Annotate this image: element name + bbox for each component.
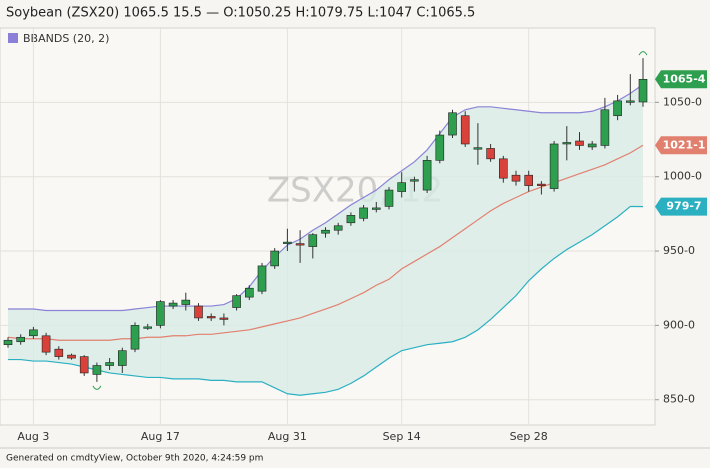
candle-body	[270, 250, 280, 267]
candle-body	[321, 229, 330, 234]
low-marker	[92, 385, 102, 390]
candle-body	[41, 335, 51, 353]
candle-body	[257, 265, 267, 292]
price-tag-label: 979-7	[666, 200, 701, 213]
candle-body	[181, 299, 191, 305]
band-line	[8, 205, 644, 396]
candle-body	[3, 339, 13, 346]
candle-body	[194, 305, 203, 319]
x-tick-label: Aug 31	[268, 430, 307, 443]
candle-body	[384, 189, 394, 207]
candle-body	[130, 325, 140, 350]
candle-body	[54, 348, 64, 357]
candle-body	[473, 147, 483, 150]
band-line	[8, 84, 644, 312]
candle-body	[206, 316, 216, 319]
candle-body	[245, 287, 254, 298]
candle-body	[219, 317, 229, 320]
legend-label: BBANDS (20, 2)	[23, 32, 109, 45]
price-tag	[655, 70, 707, 89]
candle-body	[410, 179, 419, 182]
candle-body	[448, 112, 457, 136]
candle-body	[371, 207, 381, 210]
candle-body	[79, 356, 89, 374]
candle-body	[422, 160, 432, 191]
candle-body	[460, 115, 470, 145]
candle-body	[511, 174, 521, 182]
x-tick-label: Sep 28	[510, 430, 548, 443]
candle-body	[498, 158, 508, 179]
candle-body	[575, 140, 584, 146]
price-tag	[655, 136, 707, 155]
candle-body	[92, 365, 102, 375]
y-tick-label: 850-0	[663, 393, 695, 406]
candle-body	[168, 302, 178, 307]
y-tick-label: 1050-0	[663, 95, 702, 108]
y-tick-label: 950-0	[663, 244, 695, 257]
candle-body	[308, 234, 318, 247]
candle-body	[105, 362, 114, 366]
candle-body	[613, 100, 622, 117]
band-line	[7, 144, 644, 341]
candle-body	[486, 148, 495, 160]
candle-body	[143, 326, 152, 329]
x-tick-label: Aug 17	[141, 430, 180, 443]
candle-body	[29, 329, 38, 337]
candle-body	[600, 109, 610, 146]
candle-body	[549, 143, 559, 189]
candle-body	[156, 301, 165, 326]
footer: Generated on cmdtyView, October 9th 2020…	[6, 454, 263, 464]
legend-swatch	[8, 33, 18, 43]
high-marker	[638, 51, 648, 56]
candle-body	[283, 241, 292, 244]
candle-body	[16, 336, 26, 343]
y-tick-label: 900-0	[663, 318, 695, 331]
candle-body	[537, 183, 546, 186]
price-tag-label: 1021-1	[663, 138, 706, 151]
price-tag	[655, 197, 707, 216]
candle-body	[587, 143, 597, 148]
x-tick-label: Sep 14	[383, 430, 421, 443]
candle-body	[562, 142, 572, 145]
candle-body	[295, 243, 305, 246]
x-tick-label: Aug 3	[17, 430, 49, 443]
candle-body	[524, 174, 534, 186]
y-tick-label: 1000-0	[663, 170, 702, 183]
candle-body	[67, 354, 76, 359]
candle-body	[638, 78, 648, 103]
candle-body	[346, 215, 356, 224]
candle-body	[435, 134, 445, 161]
candle-body	[333, 225, 343, 231]
chart-title: Soybean (ZSX20) 1065.5 15.5 — O:1050.25 …	[6, 6, 475, 21]
candle-body	[359, 207, 368, 219]
price-tag-label: 1065-4	[663, 72, 706, 85]
candle-body	[118, 350, 127, 366]
candle-body	[397, 182, 407, 192]
band-fill	[8, 84, 643, 396]
candle-body	[232, 295, 241, 308]
candle-body	[625, 100, 635, 103]
